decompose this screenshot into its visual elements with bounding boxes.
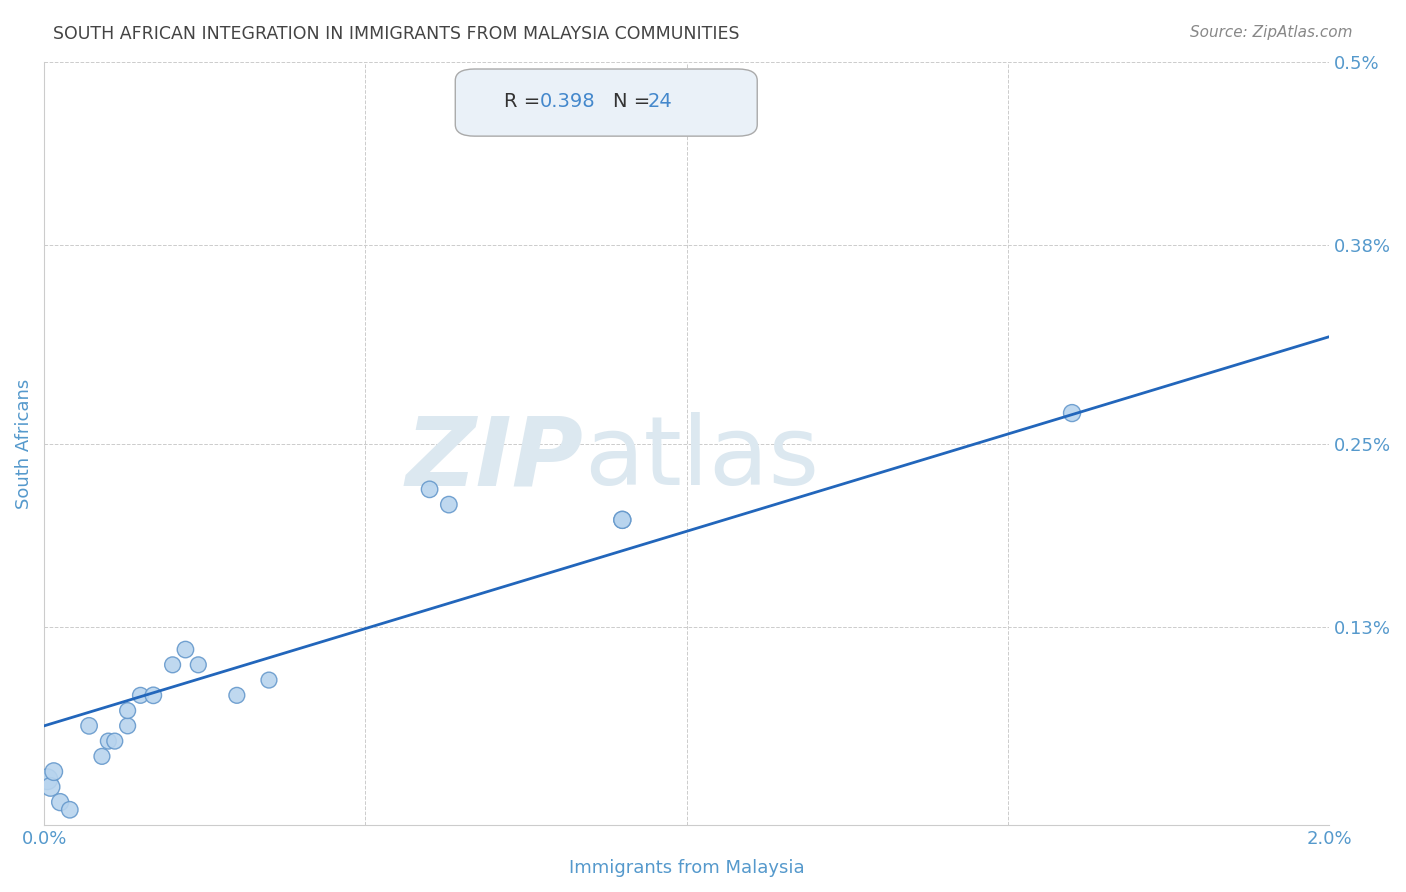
Text: R =: R = (505, 92, 547, 112)
Point (225, 689, 247, 703)
Point (49, 795, 72, 809)
Text: 24: 24 (648, 92, 672, 112)
Text: ZIP: ZIP (406, 412, 583, 506)
Point (162, 657, 184, 672)
Text: Source: ZipAtlas.com: Source: ZipAtlas.com (1189, 25, 1353, 40)
Point (437, 498, 460, 512)
Point (97, 734, 120, 748)
Point (257, 673, 280, 687)
Point (117, 719, 139, 733)
Point (187, 657, 209, 672)
Point (612, 116, 634, 130)
Point (1060, 406, 1083, 420)
Point (612, 513, 634, 527)
Point (59, 803, 82, 817)
Point (129, 689, 152, 703)
Point (39, 780, 62, 794)
Point (37, 772, 59, 787)
X-axis label: Immigrants from Malaysia: Immigrants from Malaysia (569, 859, 804, 877)
Point (77, 719, 100, 733)
Point (42, 764, 65, 779)
Point (142, 689, 165, 703)
Text: 0.398: 0.398 (540, 92, 596, 112)
Point (612, 513, 634, 527)
Point (419, 483, 441, 497)
Point (104, 734, 127, 748)
Point (174, 642, 197, 657)
Text: SOUTH AFRICAN INTEGRATION IN IMMIGRANTS FROM MALAYSIA COMMUNITIES: SOUTH AFRICAN INTEGRATION IN IMMIGRANTS … (53, 25, 740, 43)
Y-axis label: South Africans: South Africans (15, 378, 32, 508)
Point (90, 749, 112, 764)
Text: atlas: atlas (583, 412, 818, 506)
FancyBboxPatch shape (456, 69, 758, 136)
Text: N =: N = (613, 92, 657, 112)
Point (117, 704, 139, 718)
